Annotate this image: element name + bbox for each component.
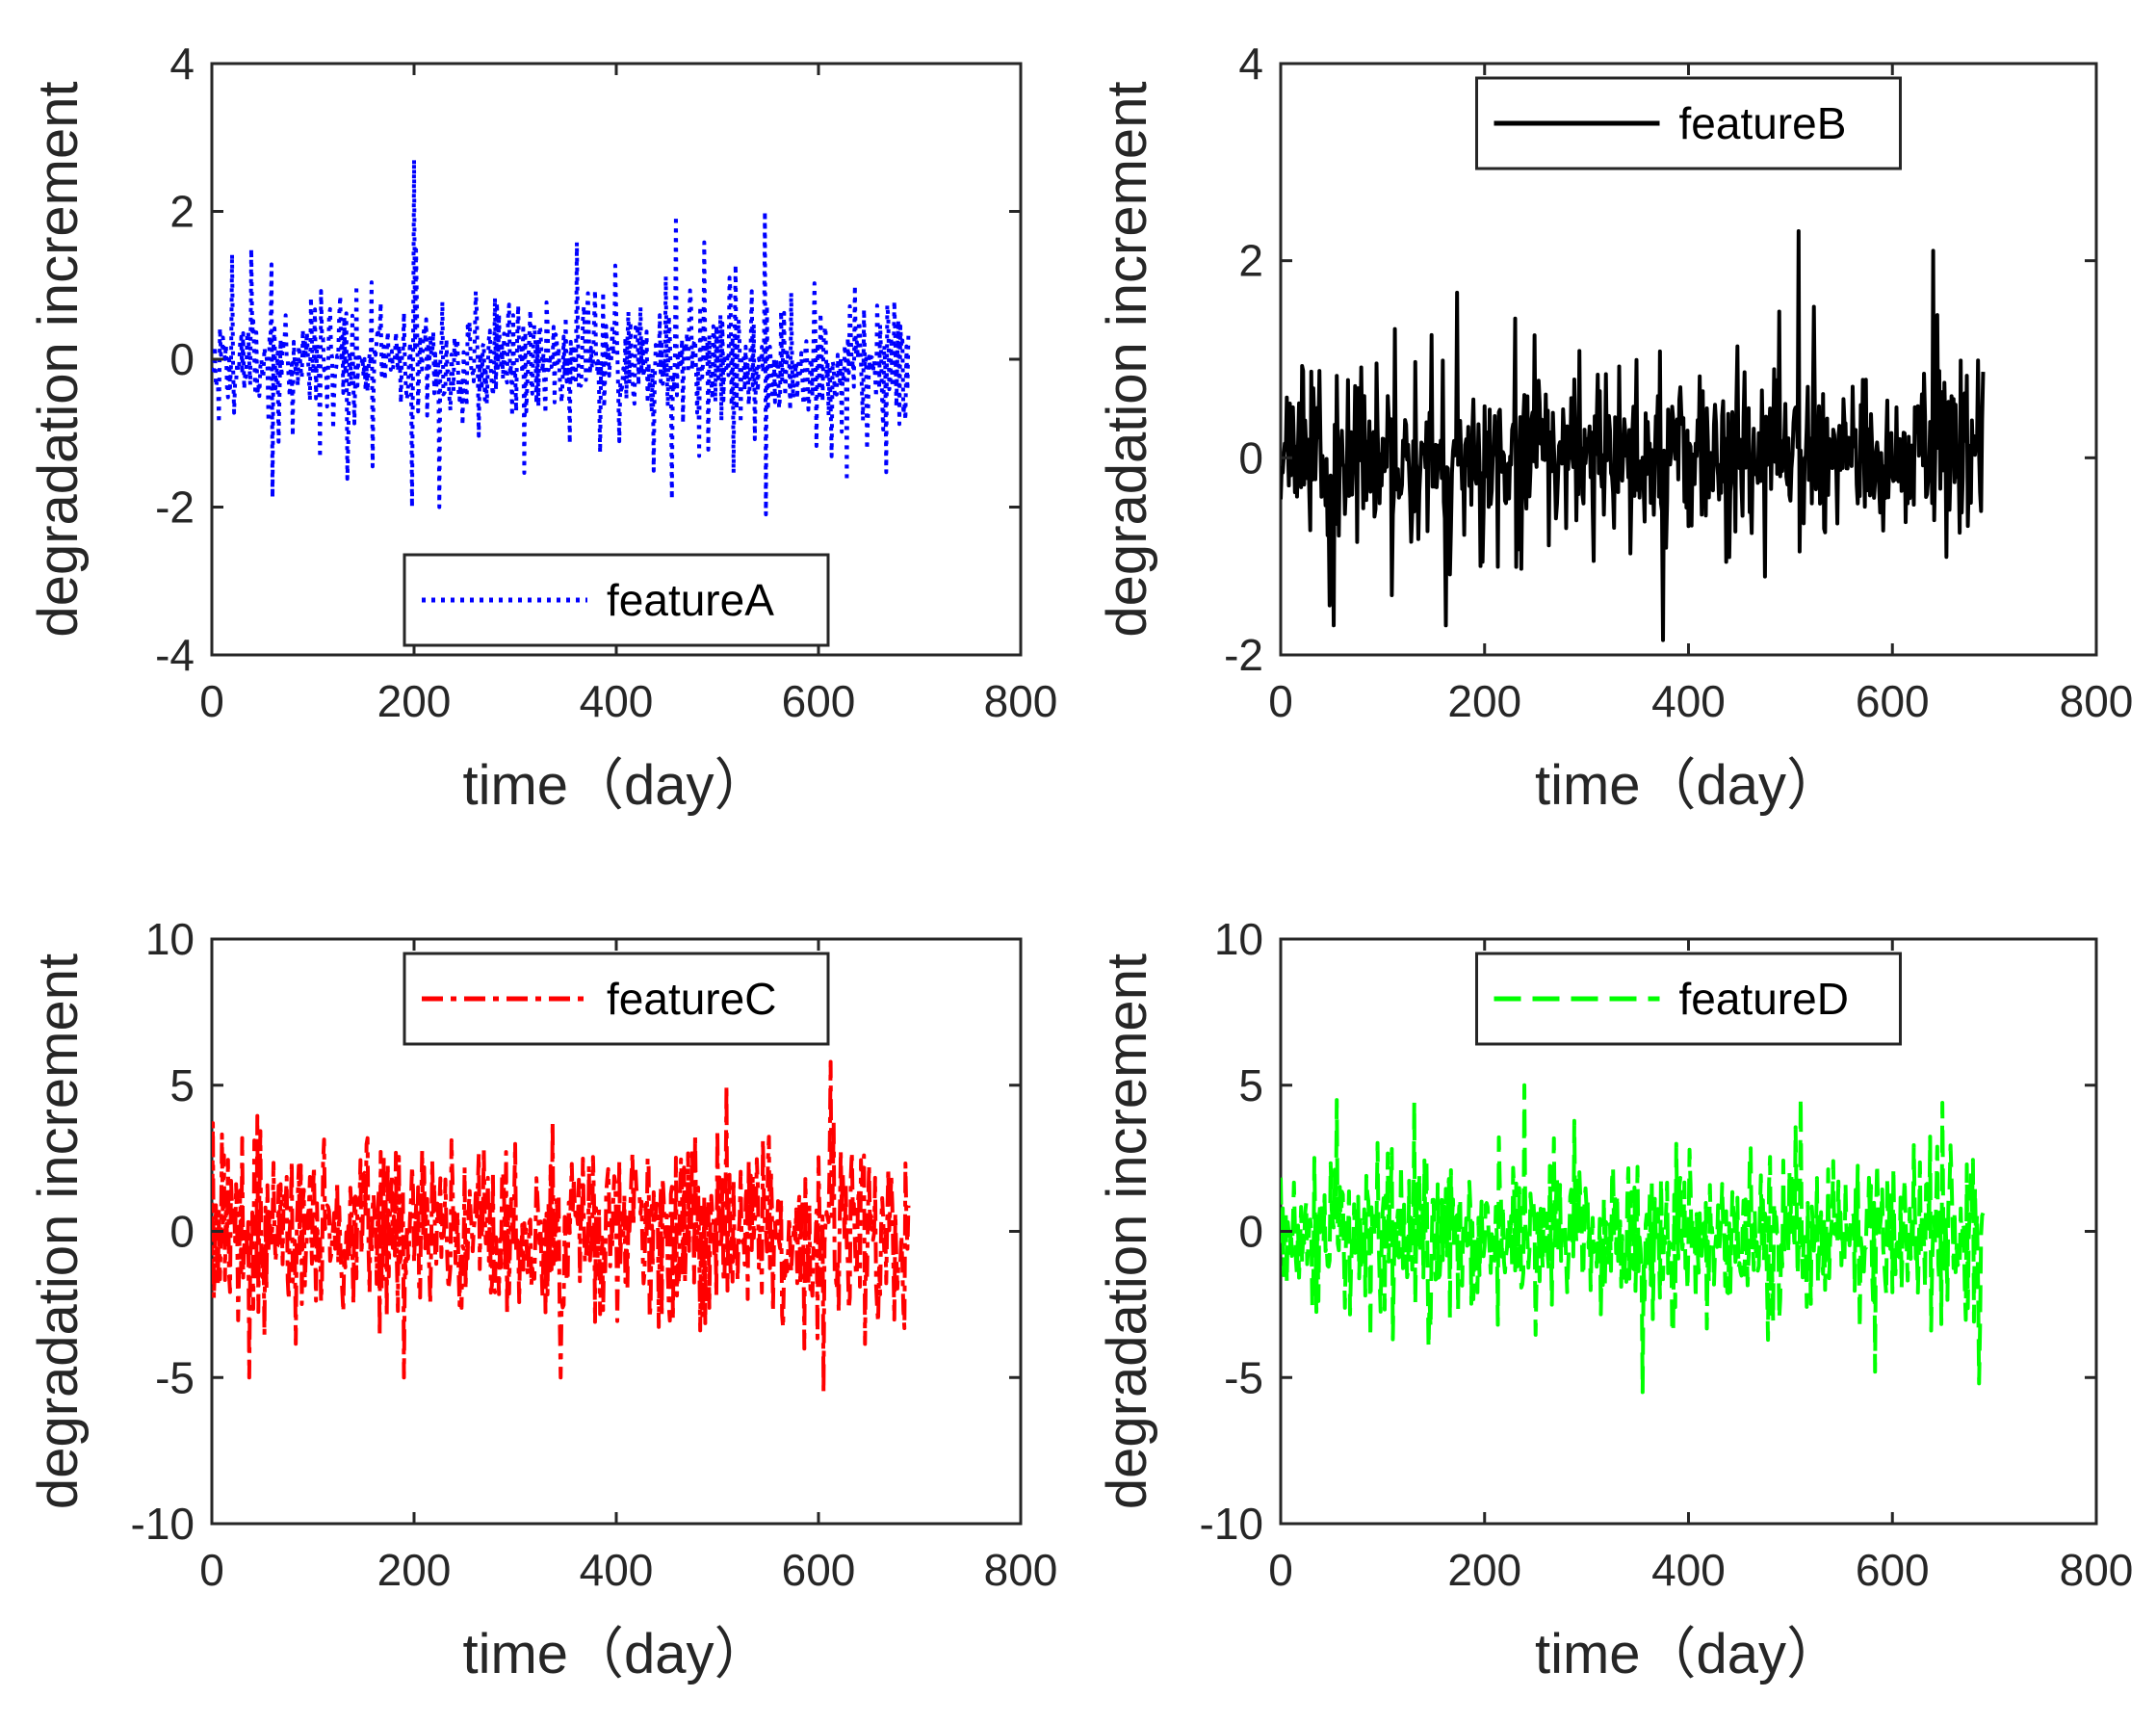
y-tick-label: 0 xyxy=(169,334,195,384)
legend-label: featureC xyxy=(607,974,776,1024)
x-tick-label: 600 xyxy=(1856,1545,1930,1595)
y-tick-label: 4 xyxy=(1238,39,1263,89)
x-tick-label: 600 xyxy=(782,1545,856,1595)
legend: featureD xyxy=(1475,952,1902,1046)
series-line-featureB xyxy=(1281,228,1986,642)
y-axis-title: degradation increment xyxy=(27,953,90,1509)
x-tick-label: 200 xyxy=(377,1545,452,1595)
x-tick-label: 0 xyxy=(199,676,224,726)
legend-label: featureB xyxy=(1679,98,1847,148)
x-tick-label: 0 xyxy=(199,1545,224,1595)
x-tick-label: 800 xyxy=(984,676,1058,726)
legend-label: featureA xyxy=(607,575,774,625)
series-line-featureD xyxy=(1281,1083,1986,1395)
y-tick-label: 0 xyxy=(1238,432,1263,483)
x-tick-label: 800 xyxy=(984,1545,1058,1595)
y-tick-label: 10 xyxy=(1214,914,1263,964)
legend: featureC xyxy=(403,952,830,1046)
y-tick-label: 5 xyxy=(169,1060,195,1110)
x-tick-label: 200 xyxy=(1447,1545,1521,1595)
legend-box xyxy=(403,553,830,647)
x-tick-label: 800 xyxy=(2060,1545,2134,1595)
y-tick-label: -10 xyxy=(131,1499,195,1549)
x-tick-label: 400 xyxy=(580,676,654,726)
x-axis-title: time（day） xyxy=(1535,754,1842,817)
series-line-featureC xyxy=(212,1059,911,1395)
x-axis-title: time（day） xyxy=(462,754,769,817)
y-tick-label: 2 xyxy=(1238,236,1263,286)
x-tick-label: 400 xyxy=(1651,1545,1726,1595)
y-tick-label: -10 xyxy=(1200,1499,1263,1549)
y-axis-title: degradation increment xyxy=(27,81,90,637)
y-tick-label: -5 xyxy=(1224,1352,1263,1402)
y-tick-label: 2 xyxy=(169,187,195,237)
x-tick-label: 600 xyxy=(1856,676,1930,726)
y-tick-label: 0 xyxy=(1238,1207,1263,1257)
legend-label: featureD xyxy=(1679,974,1849,1024)
x-tick-label: 0 xyxy=(1268,676,1293,726)
x-axis-title: time（day） xyxy=(1535,1623,1842,1685)
legend: featureB xyxy=(1475,76,1902,170)
y-tick-label: 0 xyxy=(169,1207,195,1257)
y-tick-label: -4 xyxy=(155,630,195,680)
y-axis-title: degradation increment xyxy=(1096,81,1158,637)
legend: featureA xyxy=(403,553,830,647)
x-tick-label: 400 xyxy=(1651,676,1726,726)
y-tick-label: -2 xyxy=(1224,630,1263,680)
series-line-featureA xyxy=(212,157,911,517)
y-axis-title: degradation increment xyxy=(1096,953,1158,1509)
chart-panel-3: 0 200 400 600 800 -10 -5 0 5 10 time（day） degradati… xyxy=(27,914,1057,1685)
y-tick-label: -2 xyxy=(155,483,195,533)
x-tick-label: 0 xyxy=(1268,1545,1293,1595)
x-tick-label: 400 xyxy=(580,1545,654,1595)
y-tick-label: 10 xyxy=(145,914,195,964)
y-tick-label: 4 xyxy=(169,39,195,89)
x-tick-label: 800 xyxy=(2060,676,2134,726)
chart-panel-4: 0 200 400 600 800 -10 -5 0 5 10 time（day） degradati… xyxy=(1096,914,2133,1685)
y-tick-label: -5 xyxy=(155,1352,195,1402)
x-tick-label: 600 xyxy=(782,676,856,726)
x-axis-title: time（day） xyxy=(462,1623,769,1685)
y-tick-label: 5 xyxy=(1238,1060,1263,1110)
x-tick-label: 200 xyxy=(1447,676,1521,726)
x-tick-label: 200 xyxy=(377,676,452,726)
chart-panel-1: 0 200 400 600 800 -4 -2 0 2 4 time（day） degradation… xyxy=(27,39,1057,817)
